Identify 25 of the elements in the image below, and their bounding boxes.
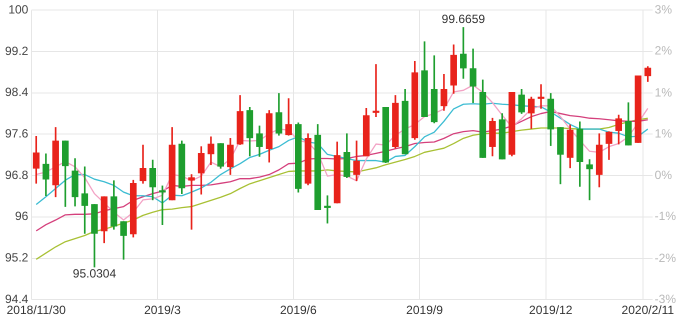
y-tick-label: 98.4: [4, 85, 29, 100]
x-tick-label: 2020/2/11: [622, 303, 674, 318]
y-tick-label: 100: [8, 2, 29, 17]
y-tick-label: 96.8: [4, 168, 29, 182]
y-tick-label: 94.4: [4, 292, 29, 306]
x-tick-label: 2019/12: [529, 303, 573, 318]
x-tick-label: 2019/3: [144, 303, 182, 318]
x-tick-label: 2018/11/30: [6, 303, 66, 318]
y-tick-label: 96: [14, 209, 29, 224]
y-tick-label: 95.2: [4, 250, 29, 265]
y2-tick-label: -3%: [654, 292, 676, 306]
y2-tick-label: 1%: [654, 126, 672, 140]
y2-tick-label: -2%: [654, 250, 676, 265]
y2-tick-label: 2%: [654, 44, 672, 58]
y2-tick-label: 0%: [654, 168, 672, 182]
candlestick: [634, 76, 642, 143]
x-tick-label: 2019/6: [280, 303, 317, 318]
y2-tick-label: 3%: [654, 2, 672, 17]
y2-tick-label: -1%: [654, 209, 676, 224]
y-tick-label: 99.2: [4, 44, 29, 58]
annotation: 95.0304: [72, 266, 116, 280]
annotation: 99.6659: [442, 12, 486, 26]
y2-tick-label: 1%: [654, 85, 672, 100]
y-tick-label: 97.6: [4, 126, 29, 141]
x-tick-label: 2019/9: [406, 303, 444, 318]
